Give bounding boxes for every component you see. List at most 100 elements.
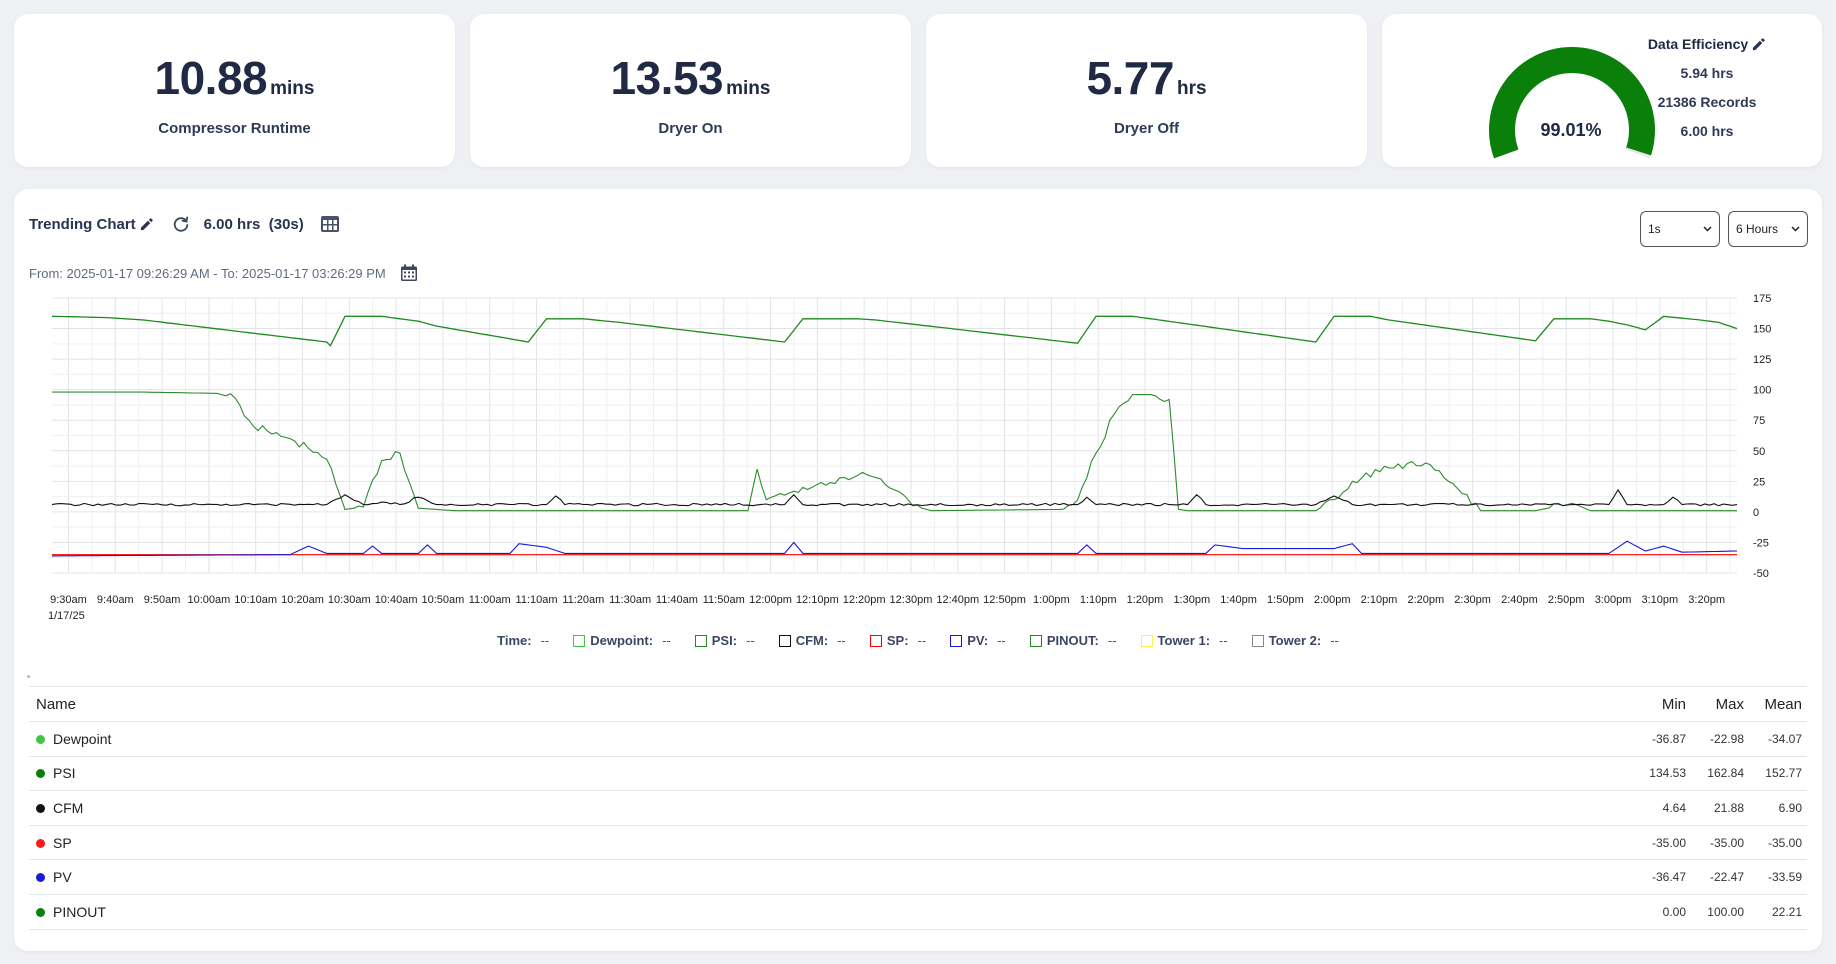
x-tick-label: 1:10pm [1080,594,1117,606]
legend-item[interactable]: Tower 2: -- [1251,633,1339,648]
legend-swatch [950,634,963,647]
chart-legend: Time: -- Dewpoint: -- PSI: -- CFM: -- SP: -- PV: --… [14,633,1822,648]
gauge-value: 99.01% [1540,120,1602,140]
stat-card-dryer-on: 13.53 mins Dryer On [470,14,911,167]
range-select[interactable]: 6 Hours [1728,211,1808,247]
legend-value: -- [540,633,550,648]
calendar-icon[interactable] [400,264,418,282]
series-line-pinout [52,391,1737,512]
legend-item[interactable]: CFM: -- [778,633,846,648]
column-header-min: Min [1633,686,1691,722]
y-tick-label: 100 [1753,385,1771,397]
stat-unit: hrs [1176,78,1207,99]
chart-toolbar: Trending Chart 6.00 hrs (30s) [29,215,340,233]
legend-item[interactable]: Dewpoint: -- [573,633,671,648]
stat-label: Dryer Off [1113,120,1180,137]
legend-item[interactable]: PINOUT: -- [1029,633,1117,648]
legend-item[interactable]: PSI: -- [694,633,755,648]
series-name-cell: SP [29,825,1633,861]
legend-swatch [1251,634,1264,647]
x-date-label: 1/17/25 [48,610,85,622]
x-tick-label: 3:20pm [1688,594,1725,606]
legend-item[interactable]: Time: -- [497,633,549,648]
cell-max: -35.00 [1691,825,1749,861]
cell-mean: -33.59 [1749,859,1807,895]
x-tick-label: 12:50pm [983,594,1026,606]
trending-chart-card: Trending Chart 6.00 hrs (30s) From: 2025… [14,189,1822,951]
efficiency-hours: 5.94 hrs [1680,65,1734,81]
cell-max: 162.84 [1691,756,1749,792]
cell-max: 21.88 [1691,790,1749,826]
table-row: PV -36.47 -22.47 -33.59 [29,859,1807,895]
trending-chart[interactable]: 175 150 125 100 75 50 25 0 -25 -50 9:30am 9:40am 9:5… [14,293,1822,623]
data-efficiency-card: 99.01% Data Efficiency 5.94 hrs 21386 Re… [1382,14,1822,167]
x-tick-label: 3:00pm [1595,594,1632,606]
divider-dot [27,675,30,678]
legend-swatch [694,634,707,647]
efficiency-title-text: Data Efficiency [1647,36,1749,52]
stat-label: Dryer On [658,120,723,137]
chevron-down-icon [1791,226,1800,232]
legend-swatch [1140,634,1153,647]
legend-value: -- [997,633,1006,648]
legend-label: Tower 1: [1157,633,1211,648]
chart-range-hours: 6.00 hrs [203,215,261,233]
cell-min: 0.00 [1633,894,1691,930]
cell-min: 4.64 [1633,790,1691,826]
date-range-text: From: 2025-01-17 09:26:29 AM - To: 2025-… [29,265,386,281]
table-row: CFM 4.64 21.88 6.90 [29,790,1807,826]
pencil-icon[interactable] [139,217,154,232]
legend-label: Dewpoint: [590,633,654,648]
x-tick-label: 11:50am [703,594,745,606]
x-tick-label: 2:10pm [1361,594,1398,606]
chart-range-interval: (30s) [268,215,304,233]
x-tick-label: 10:30am [328,594,371,606]
x-tick-label: 11:20am [562,594,604,606]
interval-select[interactable]: 1s [1640,211,1720,247]
series-color-dot [36,769,45,779]
series-name-cell: PINOUT [29,894,1633,930]
series-name-cell: PV [29,859,1633,895]
legend-item[interactable]: Tower 1: -- [1140,633,1228,648]
table-icon[interactable] [320,215,340,233]
series-name: Dewpoint [53,730,112,747]
y-tick-label: 25 [1753,476,1765,488]
cell-mean: -35.00 [1749,825,1807,861]
cell-mean: -34.07 [1749,721,1807,757]
x-tick-label: 9:30am [50,594,87,606]
stat-unit: mins [270,78,315,99]
cell-mean: 152.77 [1749,756,1807,792]
series-color-dot [36,873,45,883]
series-color-dot [36,803,45,813]
x-tick-label: 11:10am [516,594,558,606]
table-row: SP -35.00 -35.00 -35.00 [29,825,1807,861]
series-color-dot [36,838,45,848]
table-row: Dewpoint -36.87 -22.98 -34.07 [29,721,1807,757]
legend-item[interactable]: PV: -- [950,633,1006,648]
legend-swatch [778,634,791,647]
x-tick-label: 10:50am [421,594,464,606]
series-color-dot [36,734,45,744]
y-tick-label: -25 [1753,537,1769,549]
x-tick-label: 11:30am [609,594,651,606]
x-tick-label: 1:40pm [1220,594,1257,606]
efficiency-summary: Data Efficiency 5.94 hrs 21386 Records 6… [1612,36,1802,139]
gauge-fill [1489,47,1655,159]
x-tick-label: 12:10pm [796,594,839,606]
legend-label: CFM: [795,633,829,648]
chart-title: Trending Chart [29,216,154,233]
legend-value: -- [1330,633,1339,648]
y-tick-label: 175 [1753,293,1771,305]
x-tick-label: 9:50am [144,594,181,606]
cell-min: -36.47 [1633,859,1691,895]
x-tick-label: 1:30pm [1173,594,1210,606]
series-name-cell: PSI [29,756,1633,792]
refresh-icon[interactable] [172,215,190,233]
table-row: PINOUT 0.00 100.00 22.21 [29,894,1807,930]
pencil-icon[interactable] [1751,37,1766,52]
summary-table-header: Name Min Max Mean [29,686,1807,722]
chart-grid [52,297,1737,574]
x-tick-label: 2:20pm [1407,594,1444,606]
column-header-mean: Mean [1749,686,1807,722]
legend-item[interactable]: SP: -- [869,633,926,648]
